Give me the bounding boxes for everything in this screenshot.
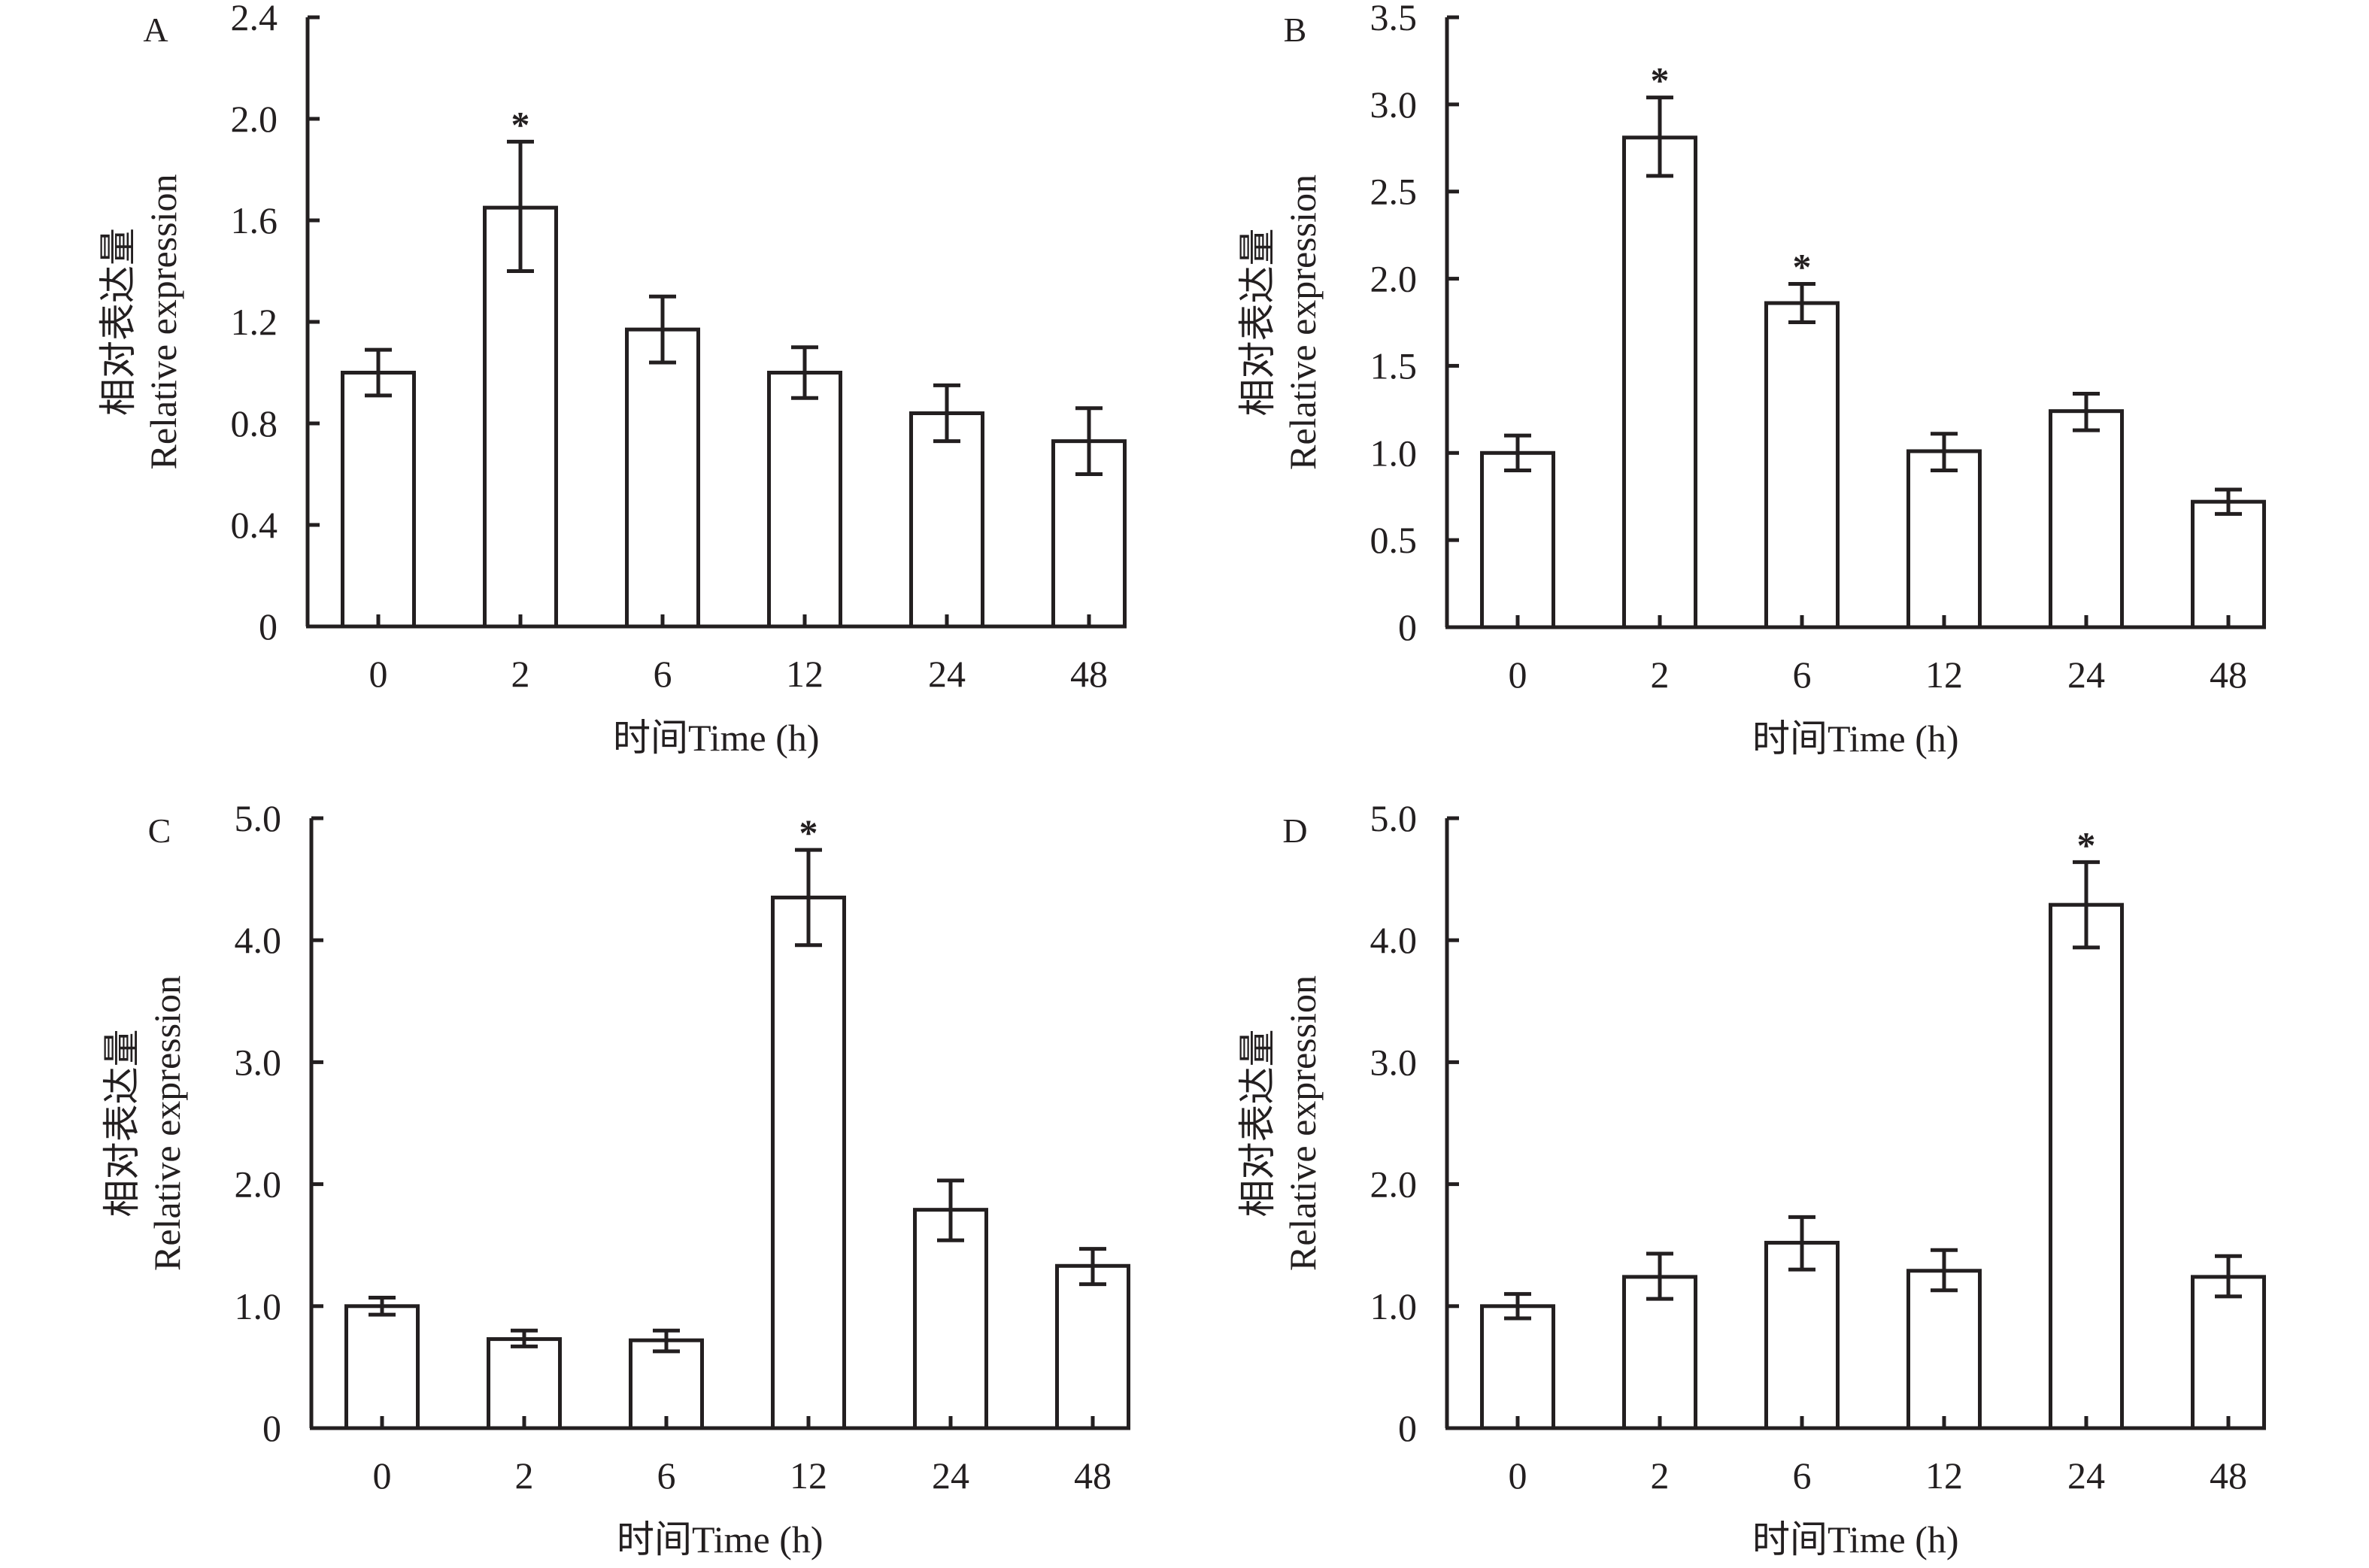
bar-2 [1622,135,1697,629]
bar-48 [2191,1275,2266,1430]
y-tick-label: 2.0 [1370,1163,1418,1206]
x-tick-label: 6 [1793,1454,1812,1497]
y-tick-label: 5.0 [235,797,282,839]
x-tick-label: 24 [2067,1454,2105,1497]
x-tick-label: 6 [1793,654,1812,696]
x-tick-label: 48 [2210,1454,2247,1497]
y-axis-title-en: Relative expression [146,975,188,1271]
bar-0 [1480,450,1555,629]
x-tick-label: 12 [1925,1454,1963,1497]
x-axis-title: 时间Time (h) [613,717,820,759]
panel-letter: A [143,11,168,49]
x-axis-title: 时间Time (h) [1752,717,1959,760]
bar-12 [767,371,842,629]
x-tick-label: 12 [790,1454,827,1497]
y-axis-title-en: Relative expression [1282,975,1324,1271]
y-tick-label: 1.5 [1370,344,1418,387]
panel-d: D 0 1.0 2.0 3.0 4.0 5.0 相对表达量 Relative expressio… [1236,797,2266,1560]
x-tick-label: 24 [2067,654,2105,696]
significance-star: * [1793,246,1812,288]
x-tick-label: 2 [511,653,530,695]
y-tick-label: 2.0 [1370,258,1418,300]
x-tick-label: 48 [1074,1454,1112,1497]
bar-0 [1480,1304,1555,1430]
panel-b: B 0 0.5 1.0 1.5 2.0 2.5 3.0 3.5 相对表达量 Relative exp… [1236,0,2266,760]
y-tick-label: 1.0 [1370,432,1418,474]
y-axis-title-en: Relative expression [142,174,184,470]
panel-c: C 0 1.0 2.0 3.0 4.0 5.0 相对表达量 Relative expressio… [101,797,1130,1560]
bar-0 [344,1304,420,1430]
significance-star: * [2077,823,2096,866]
y-tick-label: 2.5 [1370,171,1418,213]
y-axis-title-cn: 相对表达量 [1236,1030,1279,1218]
bar-12 [771,895,846,1430]
x-tick-label: 6 [654,653,672,695]
bar-24 [913,1208,988,1430]
y-tick-label: 0 [259,605,278,648]
x-tick-label: 12 [786,653,824,695]
y-tick-label: 0.5 [1370,519,1418,561]
y-tick-label: 1.0 [235,1285,282,1327]
bar-6 [629,1338,704,1430]
y-tick-label: 3.0 [235,1041,282,1083]
y-tick-label: 5.0 [1370,797,1418,839]
bar-12 [1906,1269,1982,1430]
y-tick-label: 0 [262,1407,281,1449]
y-tick-label: 4.0 [1370,919,1418,961]
bar-2 [487,1337,562,1430]
y-tick-label: 2.0 [235,1163,282,1206]
panel-a: A 0 0.4 0.8 1.2 1.6 2.0 2.4 相对表达量 Relative expres… [97,0,1127,759]
y-axis-title-en: Relative expression [1282,174,1324,470]
x-tick-label: 6 [657,1454,676,1497]
y-tick-label: 3.5 [1370,0,1418,38]
x-axis-title: 时间Time (h) [617,1518,824,1560]
significance-star: * [799,811,818,854]
y-tick-label: 0 [1398,1407,1417,1449]
bar-6 [1764,1240,1840,1430]
x-tick-label: 24 [928,653,966,695]
x-tick-label: 2 [515,1454,534,1497]
significance-star: * [511,103,530,145]
x-tick-label: 2 [1651,1454,1670,1497]
bar-48 [2191,499,2266,629]
y-tick-label: 0.4 [231,504,278,546]
y-tick-label: 0.8 [231,402,278,444]
bar-6 [625,327,700,629]
bar-12 [1906,449,1982,629]
y-tick-label: 3.0 [1370,1041,1418,1083]
panel-letter: B [1284,11,1307,49]
y-axis-title-cn: 相对表达量 [97,228,139,416]
y-axis-title-cn: 相对表达量 [101,1030,143,1218]
bar-24 [909,411,984,629]
y-axis-title-cn: 相对表达量 [1236,229,1279,417]
panel-letter: C [148,811,171,850]
x-tick-label: 2 [1651,654,1670,696]
x-tick-label: 0 [369,653,388,695]
x-tick-label: 0 [1509,654,1527,696]
y-tick-label: 0 [1398,606,1417,648]
x-tick-label: 48 [2210,654,2247,696]
x-axis-title: 时间Time (h) [1752,1518,1959,1560]
bar-6 [1764,301,1840,629]
y-tick-label: 3.0 [1370,83,1418,126]
x-tick-label: 0 [373,1454,392,1497]
y-tick-label: 2.0 [231,98,278,140]
y-tick-label: 1.2 [231,301,278,343]
bar-24 [2049,902,2124,1430]
x-tick-label: 24 [932,1454,969,1497]
y-tick-label: 1.0 [1370,1285,1418,1327]
bar-48 [1055,1263,1130,1430]
y-tick-label: 4.0 [235,919,282,961]
y-tick-label: 2.4 [231,0,278,38]
x-tick-label: 12 [1925,654,1963,696]
panel-letter: D [1282,811,1307,850]
y-tick-label: 1.6 [231,199,278,241]
significance-star: * [1651,59,1670,102]
x-tick-label: 0 [1509,1454,1527,1497]
x-tick-label: 48 [1070,653,1108,695]
bar-2 [483,205,558,629]
bar-0 [341,371,416,629]
bar-24 [2049,409,2124,629]
